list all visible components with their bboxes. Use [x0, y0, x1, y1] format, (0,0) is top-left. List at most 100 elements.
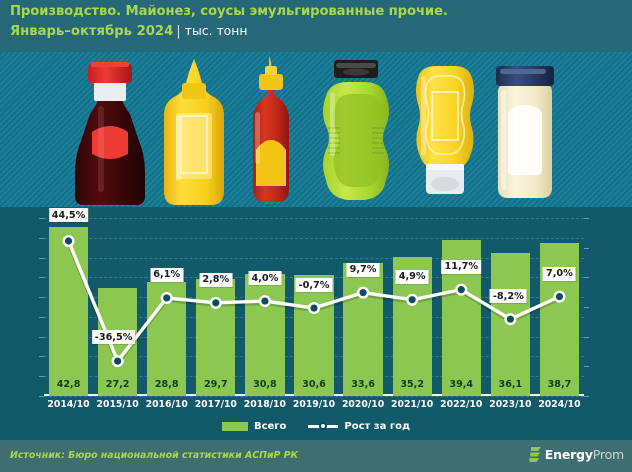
legend-bar-swatch: [221, 421, 248, 431]
x-axis-label: 2019/10: [292, 399, 336, 410]
bar[interactable]: [294, 274, 334, 396]
legend-item-line: Рост за год: [308, 421, 410, 432]
growth-point-marker[interactable]: 2019/10: -0,7%: [310, 304, 318, 312]
x-axis-label: 2017/10: [194, 399, 237, 410]
growth-point-marker[interactable]: 2017/10: 2,8%: [212, 299, 220, 307]
y-axis-tickmark-right: [584, 277, 589, 279]
growth-value-label: -0,7%: [295, 278, 333, 293]
y-axis-tickmark-left: [39, 376, 44, 378]
y-axis-tickmark-right: [584, 218, 589, 219]
chart-area: 0,05,010,015,020,025,030,035,040,045,0-6…: [0, 207, 632, 412]
y-axis-tickmark-left: [39, 237, 44, 239]
growth-point-marker[interactable]: 2020/10: 9,7%: [359, 289, 367, 297]
growth-point-marker[interactable]: 2018/10: 4,0%: [261, 297, 269, 305]
growth-point-marker[interactable]: 2021/10: 4,9%: [408, 296, 416, 304]
ketchup-bottle: [253, 56, 289, 202]
legend-line-swatch: [308, 421, 339, 431]
header-band: Производство. Майонез, соусы эмульгирова…: [0, 0, 632, 52]
illustration-band: [0, 52, 632, 207]
growth-value-label: 4,0%: [248, 271, 282, 286]
growth-value-label: -36,5%: [91, 330, 136, 345]
growth-value-label: 4,9%: [395, 269, 429, 284]
growth-value-label: -8,2%: [489, 289, 527, 304]
legend-item-bars: Всего: [221, 420, 287, 432]
legend-line-marker: [319, 422, 328, 430]
growth-value-label: 6,1%: [150, 267, 184, 282]
bar-value-label: 28,8: [154, 379, 179, 390]
yellow-inverted-squeeze-bottle: [416, 66, 474, 194]
page-title-line1: Производство. Майонез, соусы эмульгирова…: [10, 4, 448, 19]
y-axis-tickmark-left: [39, 277, 44, 279]
growth-line-path: [66, 239, 562, 363]
x-axis-label: 2022/10: [440, 399, 483, 410]
bar-value-label: 33,6: [351, 379, 375, 390]
y-axis-tickmark-right: [584, 247, 589, 249]
growth-point-marker[interactable]: 2015/10: -36,5%: [114, 357, 122, 365]
x-axis-label: 2015/10: [96, 399, 139, 410]
unit-label: тыс. тонн: [184, 23, 248, 38]
legend-bar-label: Всего: [253, 420, 287, 432]
gridline: [44, 396, 584, 397]
page-title-line2: Январь–октябрь 2024 | тыс. тонн: [10, 23, 247, 39]
growth-point-marker[interactable]: 2024/10: 7,0%: [555, 293, 564, 301]
footer-band: Источник: Бюро национальной статистики А…: [0, 440, 632, 472]
growth-value-label: 7,0%: [543, 266, 576, 281]
gridline: [44, 218, 584, 219]
chart-legend: Всего Рост за год: [0, 415, 632, 437]
growth-point-marker[interactable]: 2016/10: 6,1%: [163, 294, 171, 302]
growth-value-label: 2,8%: [199, 272, 233, 287]
growth-value-label: 44,5%: [48, 208, 89, 222]
bar-value-label: 42,8: [56, 379, 81, 390]
growth-point-marker[interactable]: 2014/10: 44,5%: [64, 237, 73, 245]
y-axis-tickmark-left: [39, 257, 44, 259]
bar[interactable]: [343, 263, 383, 396]
bar[interactable]: [48, 226, 89, 396]
growth-value-label: 11,7%: [441, 259, 482, 274]
plot-region: 0,05,010,015,020,025,030,035,040,045,0-6…: [39, 208, 589, 410]
y-axis-tickmark-right: [584, 366, 589, 368]
period-label: Январь–октябрь 2024: [10, 24, 174, 39]
y-axis-tickmark-left: [39, 336, 44, 338]
x-axis-label: 2018/10: [243, 399, 286, 410]
mustard-squeeze-bottle: [164, 59, 224, 205]
growth-point-marker[interactable]: 2023/10: -8,2%: [506, 315, 514, 323]
bar-value-label: 30,8: [253, 379, 277, 390]
y-axis-tickmark-right: [584, 307, 589, 308]
x-axis-label: 2020/10: [341, 399, 385, 410]
y-axis-tickmark-left: [39, 297, 44, 299]
x-axis-label: 2023/10: [489, 399, 532, 410]
bar[interactable]: [245, 274, 285, 396]
bar-value-label: 35,2: [400, 379, 424, 390]
logo-text: EnergyProm: [545, 447, 624, 462]
y-axis-tickmark-left: [39, 218, 44, 219]
bar-value-label: 38,7: [547, 379, 572, 390]
bar-value-label: 36,1: [498, 379, 523, 390]
growth-line-series: 2014/10: 44,5% 2015/10: -36,5% 2016/10: 6,…: [62, 234, 566, 368]
growth-value-label: 9,7%: [346, 262, 380, 277]
x-axis-label: 2021/10: [391, 399, 434, 410]
gridline: [44, 237, 584, 239]
mayonnaise-jar: [496, 66, 554, 198]
y-axis-tickmark-left: [39, 356, 44, 358]
y-axis-tickmark-left: [39, 316, 44, 318]
logo-text-prom: Prom: [592, 447, 624, 462]
x-axis-label: 2014/10: [47, 399, 90, 410]
x-axis-label: 2016/10: [145, 399, 188, 410]
bar-value-label: 29,7: [203, 379, 228, 390]
title-separator: |: [176, 24, 181, 39]
y-axis-tickmark-right: [584, 396, 589, 397]
bar-value-label: 30,6: [302, 379, 326, 390]
bar-value-label: 39,4: [449, 379, 474, 390]
green-sauce-bottle: [323, 60, 389, 200]
logo-mark-icon: [529, 447, 541, 462]
y-axis-tickmark-right: [584, 336, 589, 338]
legend-line-label: Рост за год: [344, 420, 411, 432]
soy-sauce-bottle: [75, 62, 145, 205]
growth-point-marker[interactable]: 2022/10: 11,7%: [457, 286, 465, 294]
bar-value-label: 27,2: [105, 379, 130, 390]
x-axis-label: 2024/10: [538, 399, 581, 410]
energyprom-logo[interactable]: EnergyProm: [529, 447, 624, 462]
source-note: Источник: Бюро национальной статистики А…: [10, 450, 299, 461]
y-axis-tickmark-left: [39, 396, 44, 397]
